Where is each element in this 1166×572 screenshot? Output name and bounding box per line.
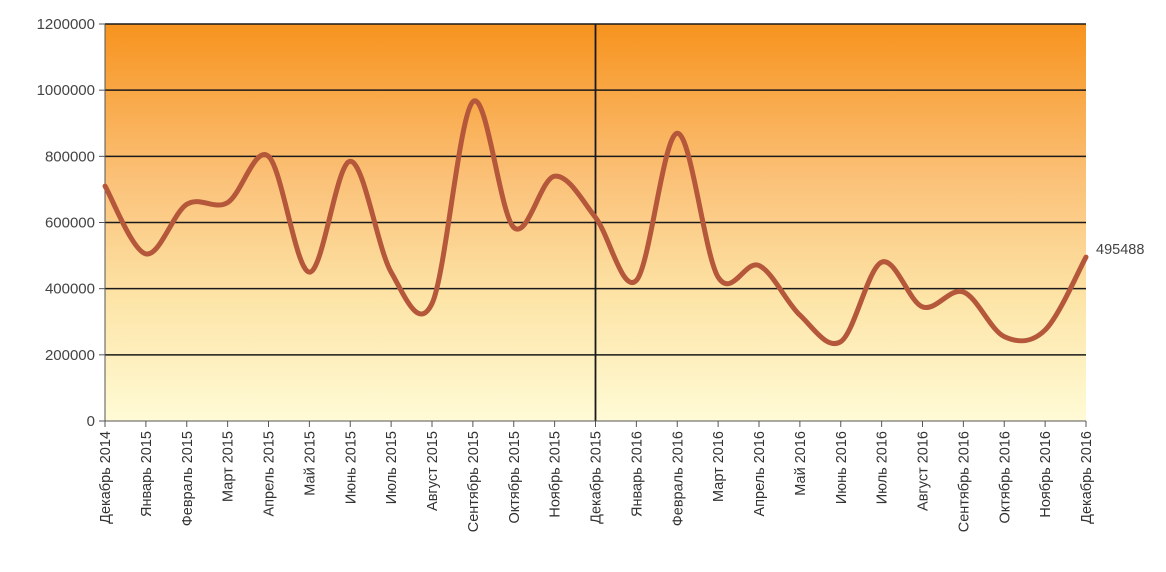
data-point bbox=[512, 225, 516, 229]
x-tick-label: Февраль 2015 bbox=[180, 431, 196, 526]
axes bbox=[99, 23, 1087, 427]
x-tick-label: Апрель 2016 bbox=[752, 431, 768, 516]
data-point bbox=[594, 216, 598, 220]
data-point bbox=[1043, 328, 1047, 332]
series-line bbox=[102, 98, 1089, 346]
data-point bbox=[144, 252, 148, 256]
x-tick-label: Июль 2015 bbox=[384, 431, 400, 504]
y-tick-label: 1000000 bbox=[37, 82, 95, 99]
x-tick-label: Декабрь 2015 bbox=[589, 431, 605, 524]
x-tick-label: Ноябрь 2016 bbox=[1038, 431, 1054, 518]
x-tick-label: Октябрь 2015 bbox=[507, 431, 523, 524]
x-tick-label: Июнь 2015 bbox=[343, 431, 359, 504]
data-point bbox=[226, 201, 230, 205]
y-tick-label: 400000 bbox=[45, 281, 95, 298]
x-tick-label: Ноябрь 2015 bbox=[548, 431, 564, 518]
data-point bbox=[716, 275, 720, 279]
y-tick-label: 0 bbox=[87, 413, 95, 430]
y-tick-label: 200000 bbox=[45, 347, 95, 364]
x-tick-label: Декабрь 2016 bbox=[1079, 431, 1095, 524]
data-point bbox=[839, 340, 843, 344]
data-point bbox=[389, 270, 393, 274]
y-tick-label: 800000 bbox=[45, 148, 95, 165]
data-point bbox=[103, 184, 107, 188]
data-point bbox=[307, 270, 311, 274]
data-point bbox=[757, 264, 761, 268]
tick-labels: 0 200000 400000 600000 800000 1000000 1200000 Д… bbox=[37, 16, 1095, 532]
x-tick-label: Май 2016 bbox=[793, 431, 809, 496]
y-tick-label: 1200000 bbox=[37, 16, 95, 33]
data-point bbox=[634, 278, 638, 282]
data-point bbox=[961, 290, 965, 294]
x-tick-label: Май 2015 bbox=[302, 431, 318, 496]
data-point bbox=[880, 260, 884, 264]
data-point bbox=[675, 131, 679, 135]
x-tick-label: Июль 2016 bbox=[875, 431, 891, 504]
data-point bbox=[553, 174, 557, 178]
x-tick-label: Сентябрь 2016 bbox=[956, 431, 972, 532]
data-point bbox=[798, 313, 802, 317]
y-tick-label: 600000 bbox=[45, 215, 95, 232]
series-layer bbox=[102, 98, 1089, 346]
x-tick-label: Декабрь 2014 bbox=[98, 431, 114, 524]
data-point bbox=[921, 305, 925, 309]
x-tick-label: Январь 2016 bbox=[629, 431, 645, 517]
end-value-label: 495488 bbox=[1096, 242, 1144, 258]
x-tick-label: Июнь 2016 bbox=[834, 431, 850, 504]
x-tick-label: Март 2016 bbox=[711, 431, 727, 502]
data-point bbox=[185, 202, 189, 206]
data-point bbox=[348, 159, 352, 163]
x-tick-label: Август 2015 bbox=[425, 431, 441, 511]
data-point bbox=[430, 302, 434, 306]
x-tick-label: Март 2015 bbox=[221, 431, 237, 502]
x-tick-label: Август 2016 bbox=[916, 431, 932, 511]
data-point bbox=[471, 100, 475, 104]
x-tick-label: Февраль 2016 bbox=[670, 431, 686, 526]
x-tick-label: Январь 2015 bbox=[139, 431, 155, 517]
data-point bbox=[1084, 255, 1088, 259]
x-tick-label: Сентябрь 2015 bbox=[466, 431, 482, 532]
x-tick-label: Апрель 2015 bbox=[262, 431, 278, 516]
data-point bbox=[267, 154, 271, 158]
x-tick-label: Октябрь 2016 bbox=[997, 431, 1013, 524]
data-point bbox=[1002, 335, 1006, 339]
